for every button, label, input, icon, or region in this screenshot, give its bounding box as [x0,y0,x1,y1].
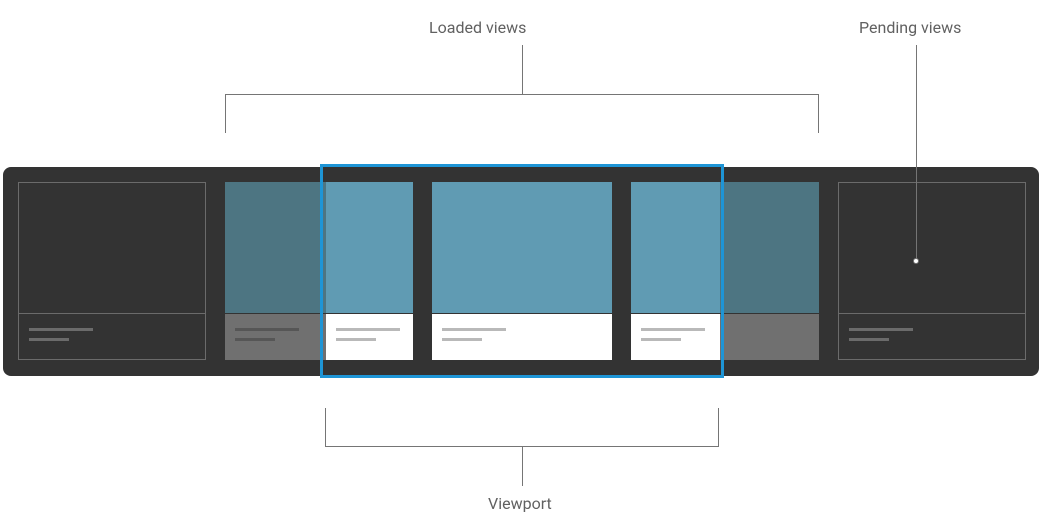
text-skeleton-bar [442,338,482,341]
text-skeleton-bar [641,338,681,341]
card-meta [326,314,413,360]
card-image-placeholder [631,182,720,313]
text-skeleton-bar [849,338,889,341]
text-skeleton-bar [442,328,506,331]
loaded-views-bracket [225,94,819,133]
text-skeleton-bar [336,328,400,331]
pending-card [838,182,1026,360]
card-meta [839,313,1025,359]
viewport-label: Viewport [488,494,552,513]
loaded-bright-card [631,182,720,360]
pending-views-dot [913,258,919,264]
card-meta [432,314,612,360]
pending-card [18,182,206,360]
card-image-placeholder [326,182,413,313]
card-image-placeholder [19,183,205,314]
text-skeleton-bar [849,328,913,331]
card-image-placeholder [839,183,1025,314]
loaded-bright-card [432,182,612,360]
text-skeleton-bar [29,328,93,331]
card-meta [19,313,205,359]
text-skeleton-bar [336,338,376,341]
pending-views-label: Pending views [859,18,961,37]
text-skeleton-bar [29,338,69,341]
loaded-bright-card [326,182,413,360]
text-skeleton-bar [235,328,299,331]
viewport-connector [522,447,523,486]
card-meta [631,314,720,360]
pending-views-connector [916,45,917,261]
loaded-views-connector [522,45,523,94]
viewport-bracket [325,408,719,447]
text-skeleton-bar [235,338,275,341]
loaded-views-label: Loaded views [429,18,526,37]
card-image-placeholder [432,182,612,313]
text-skeleton-bar [641,328,705,331]
